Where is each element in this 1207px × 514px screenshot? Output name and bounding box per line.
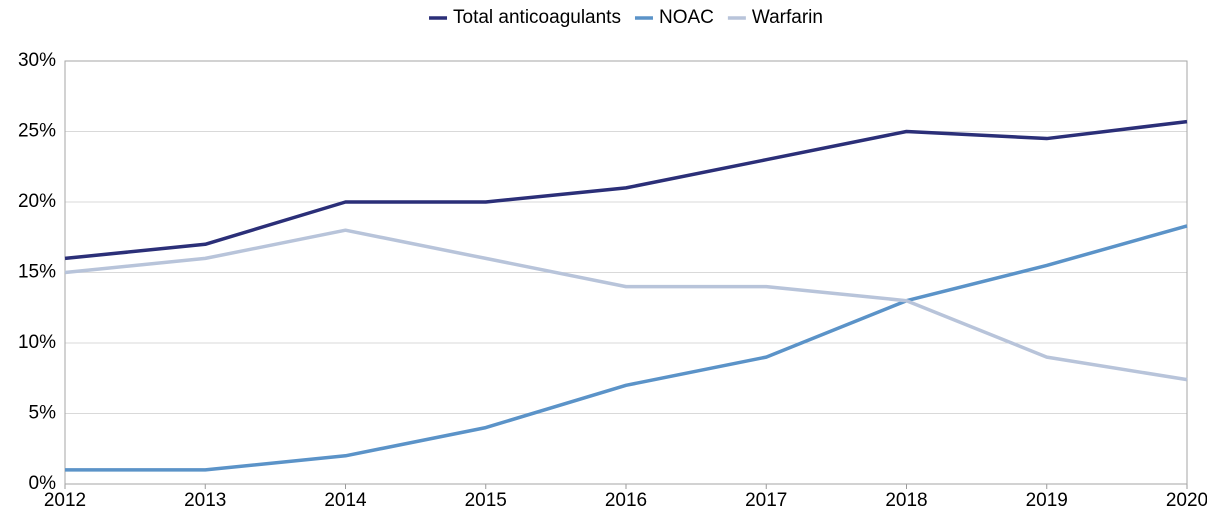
legend-label: Warfarin	[752, 7, 823, 28]
x-tick-label: 2014	[324, 490, 367, 511]
x-tick-label: 2015	[465, 490, 507, 511]
y-tick-label: 20%	[18, 191, 56, 212]
y-tick-label: 25%	[18, 121, 56, 142]
x-tick-label: 2012	[44, 490, 86, 511]
series-line	[64, 119, 1188, 261]
y-tick-label: 30%	[18, 50, 56, 71]
x-tick-label: 2019	[1026, 490, 1068, 511]
series-line	[65, 224, 1188, 472]
legend-label: Total anticoagulants	[453, 7, 621, 28]
x-tick-label: 2013	[184, 490, 226, 511]
y-tick-label: 15%	[18, 262, 56, 283]
series-line	[64, 228, 1188, 382]
y-tick-label: 0%	[29, 473, 57, 494]
y-tick-label: 5%	[29, 403, 57, 424]
x-tick-label: 2017	[745, 490, 787, 511]
y-tick-label: 10%	[18, 332, 56, 353]
x-tick-label: 2020	[1166, 490, 1207, 511]
x-tick-label: 2016	[605, 490, 647, 511]
legend-label: NOAC	[659, 7, 714, 28]
x-tick-label: 2018	[885, 490, 927, 511]
